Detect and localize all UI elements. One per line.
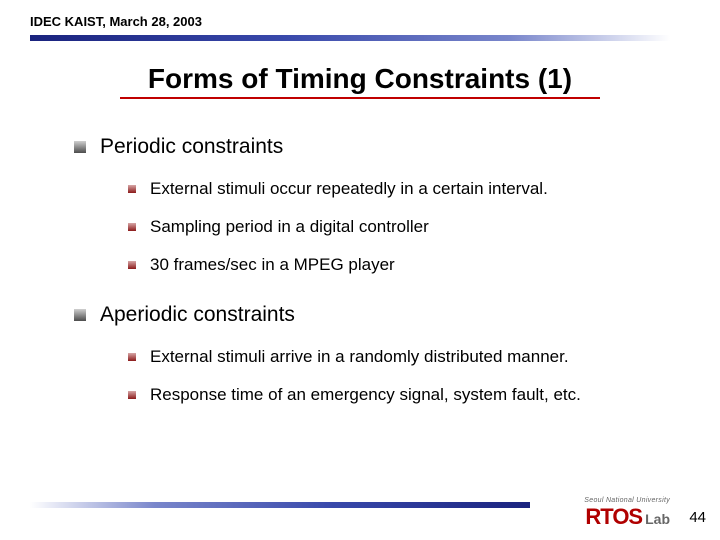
footer-rule: [30, 502, 530, 508]
square-bullet-icon: [74, 141, 86, 153]
list-item: Response time of an emergency signal, sy…: [128, 385, 720, 405]
list-item: Sampling period in a digital controller: [128, 217, 720, 237]
item-text: External stimuli occur repeatedly in a c…: [150, 179, 548, 199]
page-number: 44: [689, 509, 706, 526]
list-item: External stimuli arrive in a randomly di…: [128, 347, 720, 367]
university-label: Seoul National University: [584, 497, 670, 504]
square-bullet-icon: [74, 309, 86, 321]
logo-main-text: RTOS: [585, 504, 642, 530]
slide-content: Periodic constraints External stimuli oc…: [0, 99, 720, 405]
section-title: Aperiodic constraints: [100, 303, 295, 327]
sub-items: External stimuli arrive in a randomly di…: [74, 347, 720, 405]
logo: RTOS Lab: [584, 504, 670, 530]
section-periodic: Periodic constraints External stimuli oc…: [74, 135, 720, 275]
title-text: Forms of Timing Constraints (1): [148, 63, 572, 94]
item-text: Response time of an emergency signal, sy…: [150, 385, 581, 405]
header-text: IDEC KAIST, March 28, 2003: [30, 14, 720, 29]
small-square-bullet-icon: [128, 223, 136, 231]
slide-title: Forms of Timing Constraints (1): [0, 63, 720, 99]
title-underline: [120, 97, 600, 99]
section-header: Periodic constraints: [74, 135, 720, 159]
header-rule: [30, 35, 670, 41]
item-text: 30 frames/sec in a MPEG player: [150, 255, 395, 275]
section-header: Aperiodic constraints: [74, 303, 720, 327]
slide-header: IDEC KAIST, March 28, 2003: [0, 0, 720, 41]
item-text: External stimuli arrive in a randomly di…: [150, 347, 569, 367]
logo-sub-text: Lab: [645, 511, 670, 527]
footer-logo: Seoul National University RTOS Lab: [584, 497, 670, 530]
small-square-bullet-icon: [128, 353, 136, 361]
list-item: 30 frames/sec in a MPEG player: [128, 255, 720, 275]
list-item: External stimuli occur repeatedly in a c…: [128, 179, 720, 199]
sub-items: External stimuli occur repeatedly in a c…: [74, 179, 720, 275]
small-square-bullet-icon: [128, 391, 136, 399]
item-text: Sampling period in a digital controller: [150, 217, 429, 237]
small-square-bullet-icon: [128, 185, 136, 193]
section-title: Periodic constraints: [100, 135, 283, 159]
section-aperiodic: Aperiodic constraints External stimuli a…: [74, 303, 720, 405]
small-square-bullet-icon: [128, 261, 136, 269]
